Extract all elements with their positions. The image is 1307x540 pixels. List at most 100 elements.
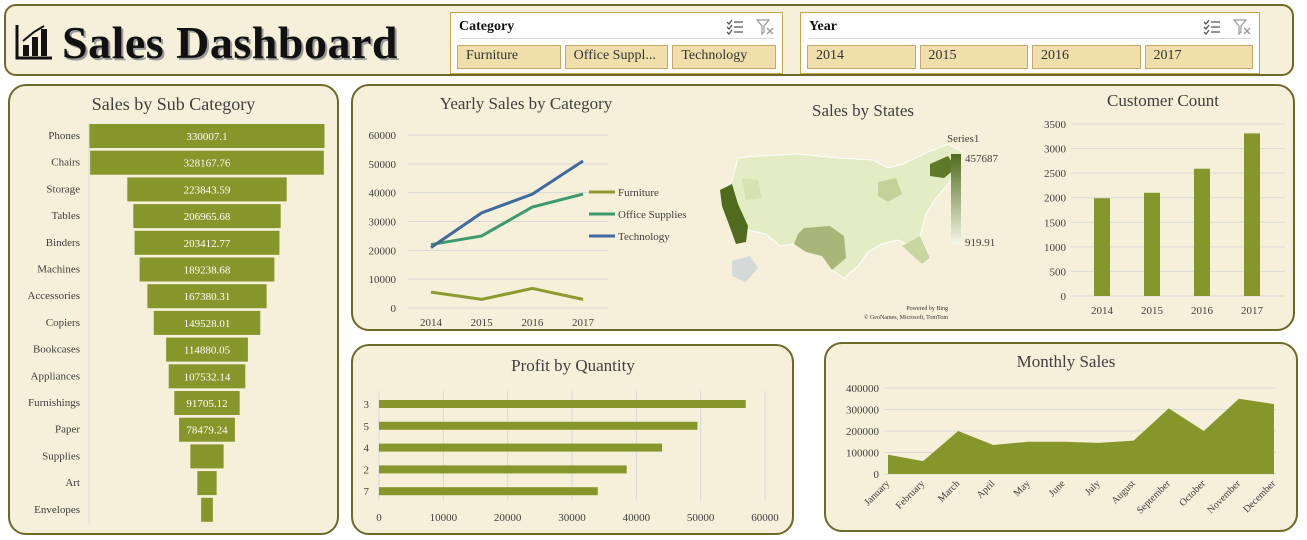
column-bar [1094,198,1110,296]
state-ohio-region [878,178,902,202]
column-bar [1194,168,1210,296]
column-bar [1244,133,1260,296]
slicer-item-2014[interactable]: 2014 [807,45,916,69]
data-label: 107532.14 [184,371,231,383]
funnel-bar [166,337,248,362]
x-tick-label: 2014 [420,317,443,329]
funnel-bar [190,444,224,469]
slicer-item-2017[interactable]: 2017 [1144,45,1253,69]
map-attribution: Powered by Bing [906,306,948,312]
x-tick-label: August [1110,478,1138,506]
category-label: Art [65,477,80,489]
legend-max-label: 457687.68 [965,153,998,165]
multi-select-icon[interactable] [1203,19,1221,35]
funnel-bar [134,230,280,255]
y-tick-label: 300000 [846,405,880,417]
multi-select-icon[interactable] [726,19,744,35]
x-tick-label: May [1012,478,1033,499]
top-charts-panel: Yearly Sales by Category 0 10000 20000 30000… [351,84,1295,331]
funnel-bar [139,257,275,282]
funnel-bar [127,177,287,202]
profit-bar [379,487,598,496]
slicer-item-2016[interactable]: 2016 [1032,45,1141,69]
funnel-bar [179,417,235,442]
x-tick-label: 2015 [471,317,494,329]
x-tick-label: February [894,478,927,511]
y-tick-label: 100000 [846,448,880,460]
monthly-area [888,398,1274,474]
title-area: Sales Dashboard [14,16,398,68]
category-slicer-items: Furniture Office Suppl... Technology [457,45,777,69]
x-tick-label: 20000 [494,512,522,524]
y-tick-label: 1500 [1044,217,1067,229]
category-label: Binders [46,237,80,249]
profit-bar [379,465,627,474]
clear-filter-icon[interactable] [756,19,774,35]
monthly-chart-title: Monthly Sales [1017,352,1116,371]
y-tick-label: 60000 [369,130,397,142]
slicer-item-technology[interactable]: Technology [672,45,777,69]
slicer-item-furniture[interactable]: Furniture [457,45,561,69]
funnel-bar [201,497,213,522]
slicer-item-office-supplies[interactable]: Office Suppl... [564,45,669,69]
data-label: 206965.68 [184,211,231,223]
year-slicer-label: Year [809,19,837,34]
category-slicer-label: Category [459,19,515,34]
states-chart-title: Sales by States [812,101,914,120]
x-tick-label: September [1135,478,1173,516]
column-bar [1144,192,1160,296]
funnel-bar [153,310,261,335]
category-label: Bookcases [33,344,80,356]
subcategory-panel: Sales by Sub Category Phones 330007.1 Chai… [8,84,339,535]
state-california [720,184,748,244]
y-tick-label: 0 [391,303,397,315]
x-tick-label: March [936,478,962,504]
x-tick-label: 40000 [623,512,651,524]
funnel-bar [168,364,246,389]
x-tick-label: 50000 [687,512,715,524]
profit-by-quantity-chart: Profit by Quantity 0 10000 20000 30000 40000 5… [364,356,780,524]
monthly-panel: Monthly Sales 0 100000 200000 300000 400000 Ja… [824,342,1298,532]
category-label: Storage [46,183,80,195]
data-label: 189238.68 [184,265,231,277]
x-tick-label: 2014 [1091,305,1114,317]
y-tick-label: 7 [364,486,370,498]
slicer-item-2015[interactable]: 2015 [919,45,1028,69]
year-slicer-header: Year [809,17,1251,39]
clear-filter-icon[interactable] [1233,19,1251,35]
profit-bar [379,400,746,408]
x-tick-label: November [1205,478,1243,516]
data-label: 91705.12 [186,398,227,410]
legend-title: Series1 [947,133,979,145]
legend-min-label: 919.91 [965,237,995,249]
x-tick-label: 30000 [558,512,586,524]
y-tick-label: 4 [364,443,370,455]
year-slicer[interactable]: Year 2014 2015 2016 2017 [800,12,1260,74]
series-line-technology [430,159,584,249]
profit-panel: Profit by Quantity 0 10000 20000 30000 40000 5… [351,344,794,535]
category-label: Appliances [31,370,80,382]
data-label: 328167.76 [184,158,231,170]
x-tick-label: July [1083,478,1103,498]
series-line-office-supplies [430,192,584,247]
category-label: Supplies [42,450,80,462]
category-slicer[interactable]: Category Furniture Office Suppl... Techn… [450,12,783,74]
yearly-chart-title: Yearly Sales by Category [440,94,613,113]
legend-color-scale [951,154,961,244]
subcategory-chart-title: Sales by Sub Category [91,94,256,114]
category-label: Accessories [27,290,80,302]
category-label: Tables [51,210,80,222]
map-attribution: © GeoNames, Microsoft, TomTom [864,314,948,321]
x-tick-label: 2016 [521,317,544,329]
profit-chart-title: Profit by Quantity [511,356,635,375]
funnel-bar [90,150,324,175]
data-label: 203412.77 [184,238,231,250]
customer-chart-title: Customer Count [1107,91,1219,110]
category-label: Copiers [46,317,80,329]
state-florida [902,236,930,264]
legend-label: Office Supplies [618,209,687,221]
y-tick-label: 3500 [1044,119,1067,131]
data-label: 167380.31 [184,291,231,303]
profit-bar [379,443,663,452]
y-tick-label: 1000 [1044,242,1067,254]
